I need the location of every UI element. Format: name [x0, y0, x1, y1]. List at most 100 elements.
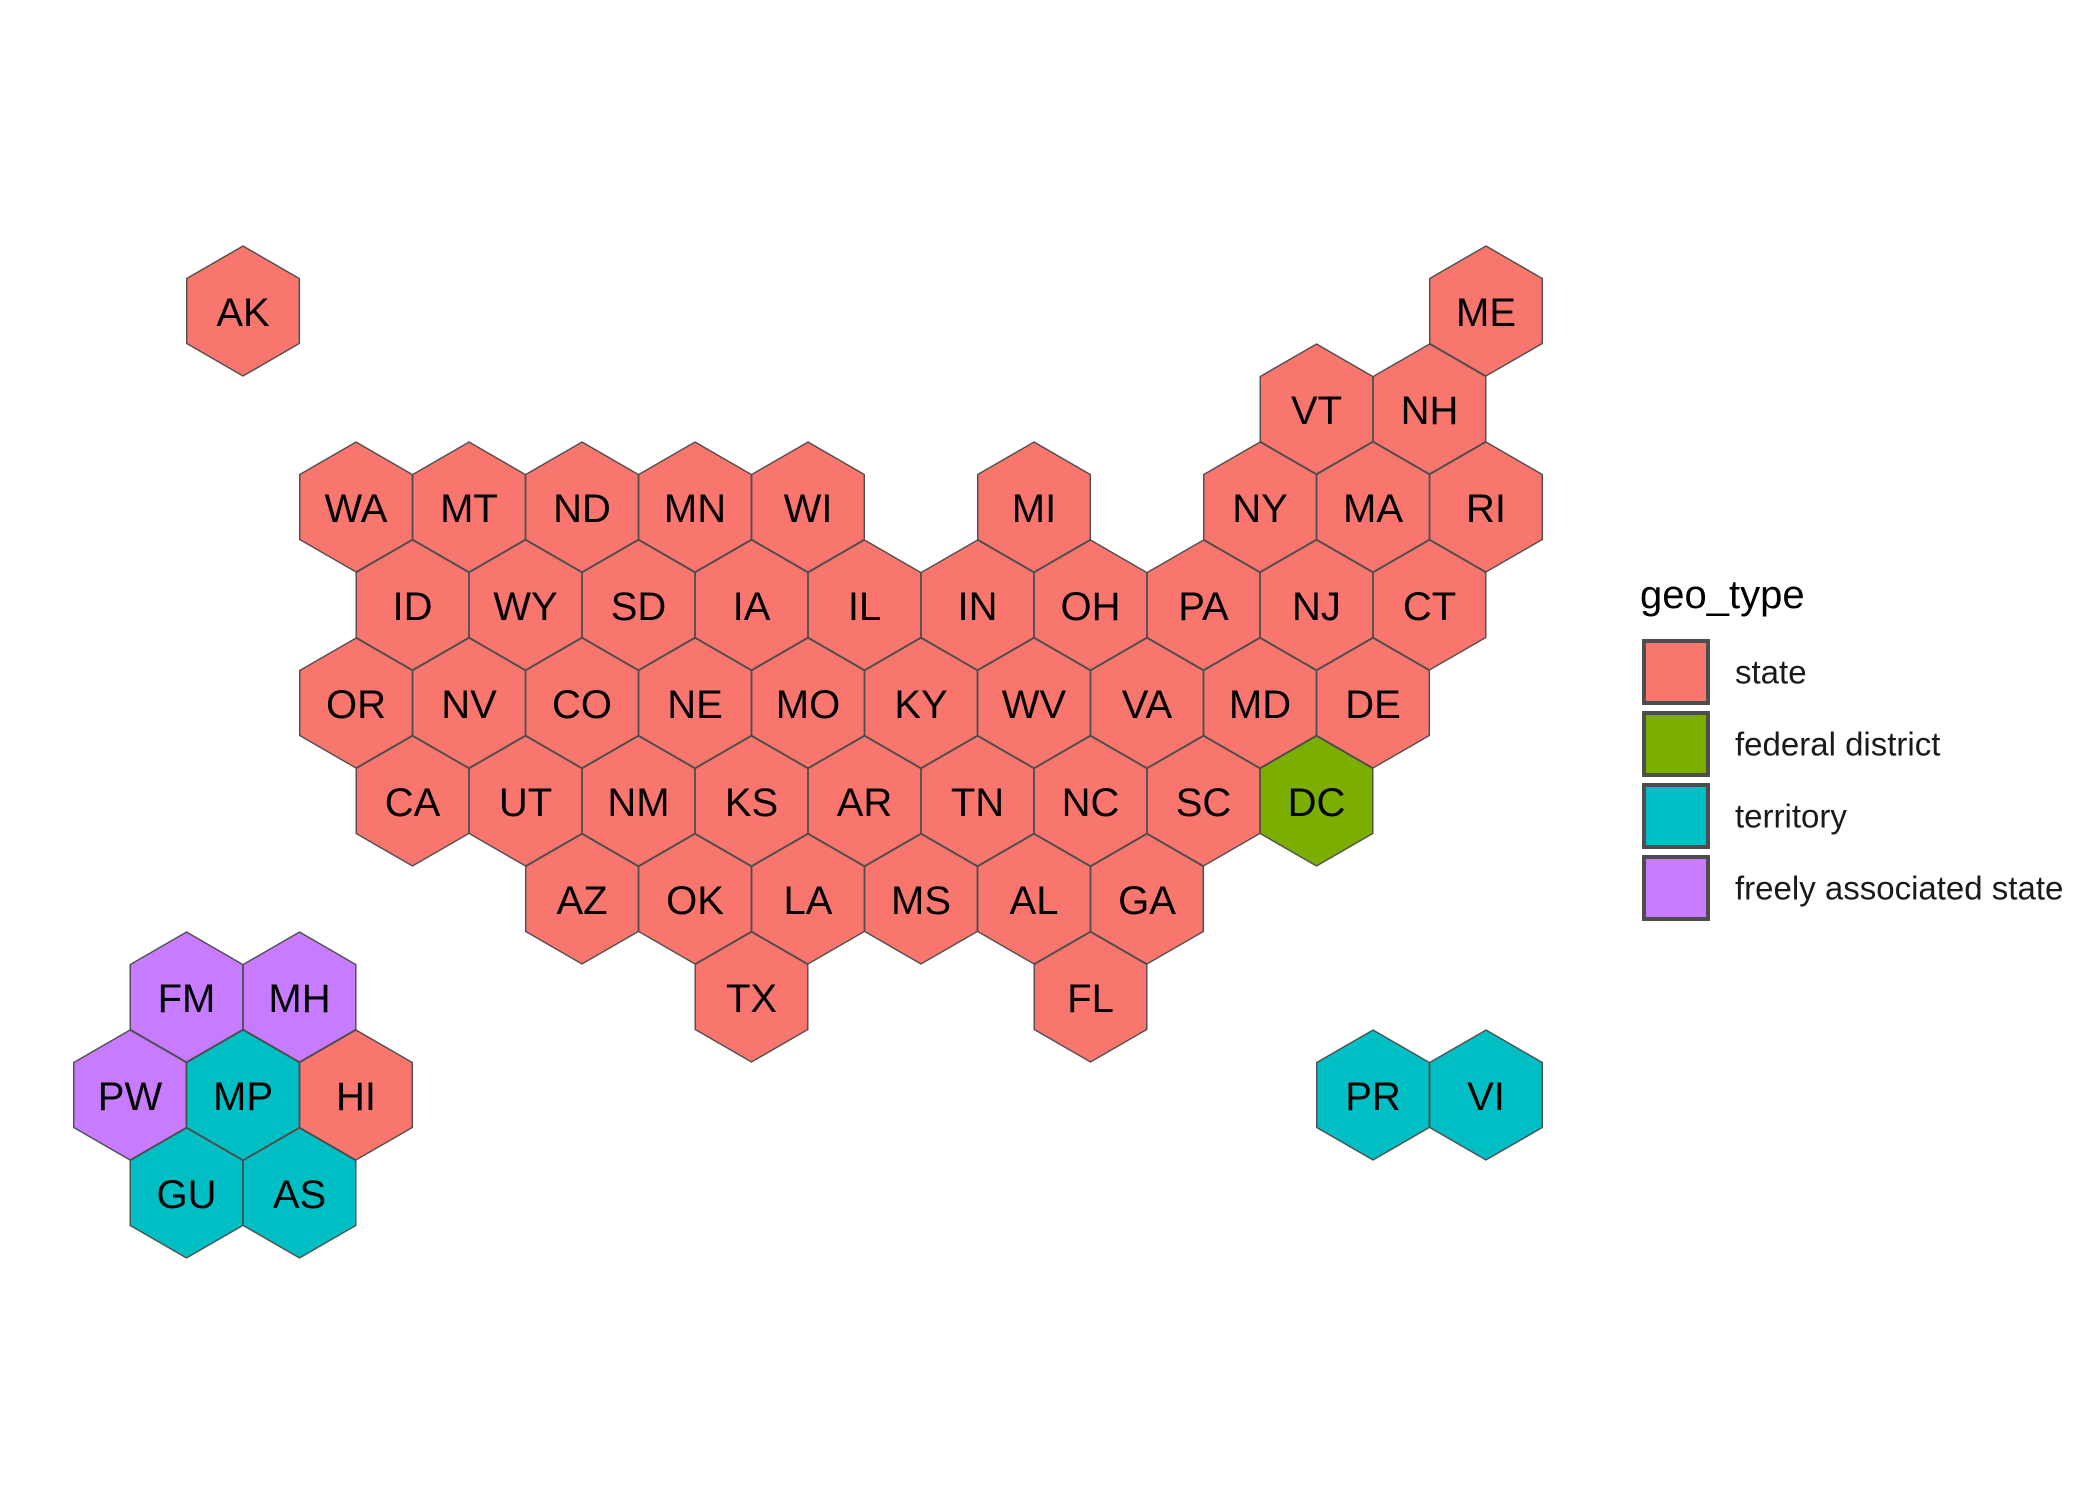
- hex-label: MD: [1229, 683, 1291, 727]
- legend-key-swatch: [1642, 711, 1710, 777]
- hex-label: HI: [336, 1075, 376, 1119]
- hex-label: MS: [891, 879, 951, 923]
- hex-tile-tx: TX: [694, 931, 809, 1063]
- hex-label: CA: [385, 781, 441, 825]
- hex-tile-wy: WY: [468, 539, 583, 671]
- hex-label: NV: [441, 683, 497, 727]
- hex-tile-nd: ND: [525, 441, 639, 573]
- hex-tile-ne: NE: [638, 637, 752, 769]
- hex-tile-mt: MT: [412, 441, 526, 573]
- hex-label: MP: [213, 1075, 273, 1119]
- hex-tile-pr: PR: [1315, 1029, 1431, 1161]
- hex-label: MN: [664, 487, 726, 531]
- hex-tile-ri: RI: [1428, 441, 1544, 573]
- hex-label: FM: [158, 977, 216, 1021]
- hex-label: WI: [784, 487, 833, 531]
- legend-key-swatch: [1642, 855, 1710, 921]
- hex-label: GA: [1118, 879, 1176, 923]
- legend-entries: state federal district territory freely ass…: [1642, 639, 2063, 921]
- hex-label: WY: [493, 585, 557, 629]
- hex-tile-tn: TN: [920, 735, 1035, 867]
- hex-tile-ar: AR: [807, 735, 922, 867]
- legend-label: freely associated state: [1735, 870, 2063, 907]
- legend-title: geo_type: [1640, 573, 1805, 617]
- hex-tile-dc: DC: [1259, 735, 1374, 867]
- hex-label: MA: [1343, 487, 1403, 531]
- legend-label: territory: [1735, 798, 1847, 835]
- hex-label: VI: [1467, 1075, 1505, 1119]
- hex-label: WV: [1002, 683, 1067, 727]
- hex-tile-nj: NJ: [1259, 539, 1374, 671]
- hex-label: VA: [1122, 683, 1173, 727]
- hex-tile-ny: NY: [1202, 441, 1318, 573]
- legend-entry-territory: territory: [1642, 783, 1847, 849]
- hex-tile-ma: MA: [1315, 441, 1431, 573]
- hex-label: OK: [666, 879, 724, 923]
- hex-tiles-layer: AK ME VT NH WA MT ND MN WI MI NY MA RI ID WY SD IA IL IN OH…: [72, 245, 1544, 1259]
- hex-label: VT: [1291, 389, 1342, 433]
- hex-label: MH: [268, 977, 330, 1021]
- hex-tile-hi: HI: [299, 1029, 413, 1161]
- hex-label: FL: [1067, 977, 1114, 1021]
- hex-label: LA: [784, 879, 833, 923]
- hex-label: NE: [667, 683, 723, 727]
- hex-label: CT: [1403, 585, 1456, 629]
- hex-tile-ok: OK: [638, 833, 752, 965]
- hex-label: IN: [958, 585, 998, 629]
- hex-label: AZ: [556, 879, 607, 923]
- hex-label: KS: [725, 781, 778, 825]
- hex-label: MT: [440, 487, 498, 531]
- hex-tile-oh: OH: [1033, 539, 1148, 671]
- hex-label: RI: [1466, 487, 1506, 531]
- hex-label: PW: [98, 1075, 163, 1119]
- hex-tile-nc: NC: [1033, 735, 1148, 867]
- hex-label: OR: [326, 683, 386, 727]
- hex-tile-me: ME: [1428, 245, 1544, 377]
- hex-label: UT: [499, 781, 552, 825]
- hex-tile-md: MD: [1202, 637, 1318, 769]
- hex-tile-ky: KY: [864, 637, 978, 769]
- hex-label: ME: [1456, 291, 1516, 335]
- hex-tile-nh: NH: [1372, 343, 1487, 475]
- hex-label: NC: [1062, 781, 1120, 825]
- hex-label: WA: [325, 487, 388, 531]
- legend-entry-federal-district: federal district: [1642, 711, 1940, 777]
- hex-shape: [1428, 1029, 1544, 1161]
- legend: geo_type state federal district territory f…: [1640, 573, 2063, 921]
- hex-label: MO: [776, 683, 840, 727]
- legend-entry-state: state: [1642, 639, 1807, 705]
- hex-tile-mo: MO: [751, 637, 865, 769]
- hex-label: CO: [552, 683, 612, 727]
- hex-tile-vt: VT: [1259, 343, 1374, 475]
- hex-label: DC: [1288, 781, 1346, 825]
- hex-tile-in: IN: [920, 539, 1035, 671]
- hex-label: IA: [733, 585, 771, 629]
- hex-label: DE: [1345, 683, 1401, 727]
- hex-label: PA: [1178, 585, 1229, 629]
- hex-label: AL: [1010, 879, 1059, 923]
- hex-tile-ct: CT: [1372, 539, 1487, 671]
- hex-shape: [1259, 735, 1374, 867]
- legend-entry-freely-associated-state: freely associated state: [1642, 855, 2063, 921]
- hex-tile-la: LA: [751, 833, 865, 965]
- hex-label: TX: [726, 977, 777, 1021]
- hex-shape: [185, 245, 300, 377]
- legend-key-swatch: [1642, 783, 1710, 849]
- hex-label: PR: [1345, 1075, 1401, 1119]
- hex-tile-ia: IA: [694, 539, 809, 671]
- hex-label: AK: [216, 291, 270, 335]
- hex-tile-az: AZ: [525, 833, 639, 965]
- hex-label: NM: [607, 781, 669, 825]
- hex-label: MI: [1012, 487, 1056, 531]
- hex-tile-fl: FL: [1033, 931, 1148, 1063]
- hex-tile-as: AS: [242, 1127, 357, 1259]
- hex-tile-de: DE: [1315, 637, 1431, 769]
- legend-label: state: [1735, 654, 1807, 691]
- hex-label: ID: [393, 585, 433, 629]
- hex-label: OH: [1061, 585, 1121, 629]
- hex-label: NH: [1401, 389, 1459, 433]
- hex-tile-gu: GU: [129, 1127, 244, 1259]
- hex-label: GU: [157, 1173, 217, 1217]
- legend-label: federal district: [1735, 726, 1940, 763]
